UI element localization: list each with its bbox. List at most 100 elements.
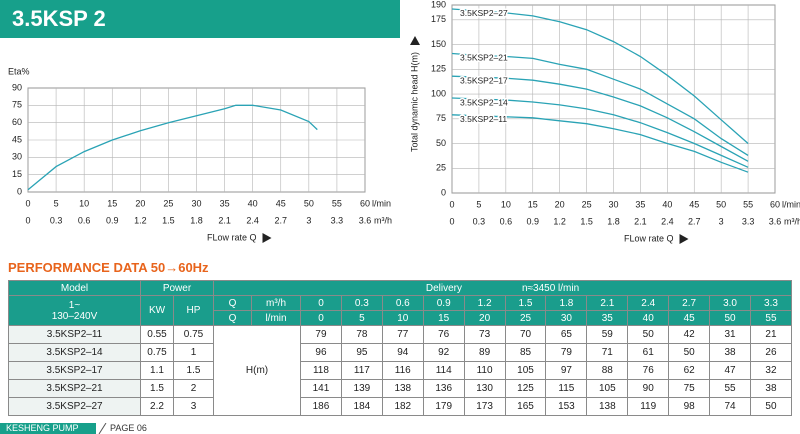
x-tick-label: 25 [582,199,592,209]
model-cell: 3.5KSP2–11 [8,325,141,344]
kw-cell: 1.1 [140,361,174,380]
x2-tick-label: 0.9 [106,215,119,225]
header-cell: 3.3 [749,295,793,311]
kw-cell: 2.2 [140,397,174,416]
x-tick-label: 30 [608,199,618,209]
x2-tick-label: 3.3 [742,216,755,226]
data-line [27,104,318,191]
x2-tick-label: 1.5 [162,215,175,225]
header-text: 1~ [68,299,81,311]
hp-cell: 1.5 [172,361,215,380]
head-cell: 186 [300,397,342,416]
data-line [451,75,749,162]
header-cell: m³/h [251,295,302,311]
kw-cell: 0.75 [140,343,174,362]
header-cell: 0.3 [340,295,383,311]
header-text: n≈3450 l/min [521,282,580,294]
header-cell: 0 [300,310,342,326]
head-cell: 118 [300,361,342,380]
head-cell: 77 [381,325,424,344]
head-cell: 117 [340,361,383,380]
header-cell: 50 [709,310,751,326]
series-label: 3.5KSP2–14 [460,97,508,107]
header-cell: 2.7 [668,295,711,311]
head-cell: 94 [381,343,424,362]
head-cell: 92 [422,343,465,362]
head-cell: 136 [422,379,465,398]
table-row: 3.5KSP2–27 2.2 3 186 184 182 179 173 165 153 138 11… [8,397,793,416]
hp-cell: 1 [172,343,215,362]
arrow [262,233,272,243]
header-cell: 20 [463,310,506,326]
head-cell: 114 [422,361,465,380]
series-label: 3.5KSP2–17 [460,75,508,85]
x2-tick-label: 3.6 [769,216,782,226]
model-cell: 3.5KSP2–14 [8,343,141,362]
head-cell: 125 [504,379,547,398]
head-cell: 32 [749,361,793,380]
head-cell: 105 [586,379,629,398]
header-row: Q l/min 0 5 10 15 20 25 30 35 40 45 50 55 [9,310,793,326]
y-tick-label: 175 [431,14,446,24]
head-cell: 70 [504,325,547,344]
head-cell: 130 [463,379,506,398]
hp-cell: 0.75 [172,325,215,344]
head-cell: 59 [586,325,629,344]
x-tick-label: 15 [107,198,117,208]
x-tick-label: 50 [716,199,726,209]
head-cell: 110 [463,361,506,380]
x2-tick-label: 0 [25,215,30,225]
title-bar [0,0,400,38]
y-tick-label: 75 [436,113,446,123]
series-label: 3.5KSP2–21 [460,53,508,63]
head-cell: 179 [422,397,465,416]
data-line [451,114,749,173]
kw-cell: 1.5 [140,379,174,398]
x-axis-title: FLow rate Q [207,232,257,242]
x-tick-label: 15 [528,199,538,209]
y-tick-label: 75 [12,100,22,110]
x2-tick-label: 2.4 [661,216,674,226]
header-cell: 1.2 [463,295,506,311]
head-cell: 42 [668,325,711,344]
x-tick-label: 40 [248,198,258,208]
x-tick-label: 30 [191,198,201,208]
x2-tick-label: 0.3 [473,216,486,226]
head-cell: 88 [586,361,629,380]
header-cell: 3.0 [709,295,751,311]
table-row: 3.5KSP2–11 0.55 0.75 H(m) 79 78 77 76 73 70 65 59 50… [8,325,793,416]
x-tick-label: 50 [304,198,314,208]
head-cell: 139 [340,379,383,398]
x2-tick-label: 2.7 [274,215,287,225]
data-line [451,97,749,168]
footer-brand: KESHENG PUMP [0,423,96,434]
head-cell: 75 [668,379,711,398]
kw-cell: 0.55 [140,325,174,344]
x2-tick-label: 3 [719,216,724,226]
head-cell: 74 [709,397,751,416]
head-cell: 50 [627,325,670,344]
x2-tick-label: 1.8 [607,216,620,226]
head-cell: 90 [627,379,670,398]
head-cell: 85 [504,343,547,362]
head-cell: 184 [340,397,383,416]
x2-tick-label: 2.1 [634,216,647,226]
head-cell: 79 [300,325,342,344]
head-cell: 61 [627,343,670,362]
x2-tick-label: 3.6 [359,215,372,225]
header-cell: 15 [422,310,465,326]
head-cell: 105 [504,361,547,380]
header-cell: 0 [300,295,342,311]
performance-table: Model Power Delivery n≈3450 l/min 1~ 130–2… [8,280,793,416]
header-cell: 45 [668,310,711,326]
head-cell: 55 [709,379,751,398]
header-row: Model Power Delivery n≈3450 l/min [8,280,792,296]
header-cell: 1~ 130–240V [8,295,141,326]
x2-tick-label: 0 [449,216,454,226]
y-tick-label: 60 [12,117,22,127]
x-tick-label: 45 [276,198,286,208]
y-tick-label: 30 [12,152,22,162]
head-cell: 173 [463,397,506,416]
header-cell: 2.1 [586,295,629,311]
